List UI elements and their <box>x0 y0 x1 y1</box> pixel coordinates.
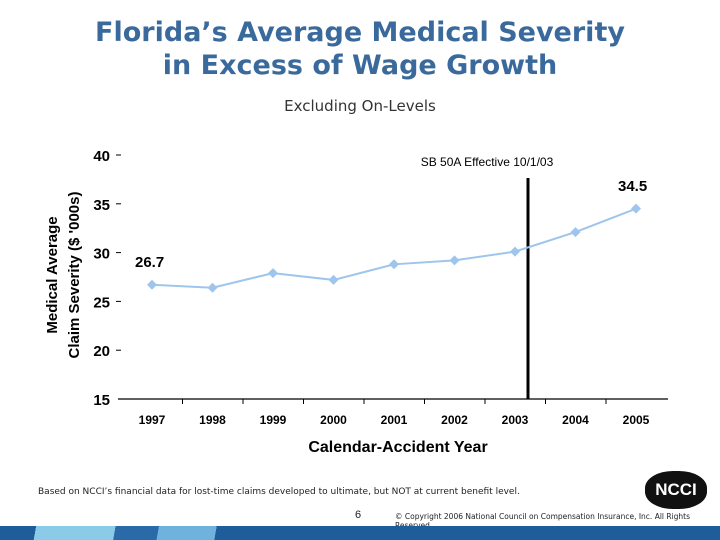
subtitle: Excluding On-Levels <box>284 97 436 115</box>
x-tick-label: 1999 <box>260 413 287 427</box>
chart: 15 20 25 30 35 40 1997 1998 1999 2000 2001 2002 200… <box>44 148 668 456</box>
data-point <box>389 259 399 270</box>
data-point <box>147 279 157 290</box>
ncci-logo: NCCI <box>645 471 707 509</box>
data-point <box>268 268 278 279</box>
series-line <box>151 207 637 289</box>
data-point <box>570 227 581 238</box>
footnote: Based on NCCI’s financial data for lost-… <box>38 487 520 497</box>
data-point <box>449 255 460 266</box>
y-tick-label: 15 <box>93 392 110 409</box>
decorative-band <box>0 526 720 540</box>
y-tick-label: 25 <box>93 294 110 311</box>
x-tick-label: 2002 <box>441 413 468 427</box>
x-tick-label: 1998 <box>199 413 226 427</box>
y-tick-label: 20 <box>93 343 110 360</box>
data-point <box>510 246 520 257</box>
data-label-first: 26.7 <box>135 254 164 271</box>
x-tick-label: 2005 <box>623 413 650 427</box>
data-label-last: 34.5 <box>618 178 647 195</box>
x-axis-title: Calendar-Accident Year <box>308 439 487 456</box>
page-number: 6 <box>355 509 362 521</box>
title-line-1: Florida’s Average Medical Severity <box>95 17 625 48</box>
annotation: SB 50A Effective 10/1/03 <box>421 155 554 169</box>
x-tick-label: 2000 <box>320 413 347 427</box>
x-tick-label: 1997 <box>139 413 166 427</box>
data-point <box>631 203 641 214</box>
y-tick-label: 40 <box>93 148 110 165</box>
copyright: © Copyright 2006 National Council on Com… <box>395 512 691 530</box>
y-tick-label: 35 <box>93 197 110 214</box>
y-tick-label: 30 <box>93 246 110 263</box>
x-tick-label: 2004 <box>562 413 589 427</box>
y-axis-title-line-2: Claim Severity ($ '000s) <box>66 192 83 359</box>
x-tick-label: 2003 <box>502 413 529 427</box>
title-line-2: in Excess of Wage Growth <box>162 50 558 81</box>
x-tick-label: 2001 <box>381 413 408 427</box>
page-title: Florida’s Average Medical Severity in Exc… <box>0 16 720 82</box>
y-axis-title-line-1: Medical Average <box>44 216 61 333</box>
data-point <box>207 282 218 293</box>
data-point <box>328 274 339 285</box>
